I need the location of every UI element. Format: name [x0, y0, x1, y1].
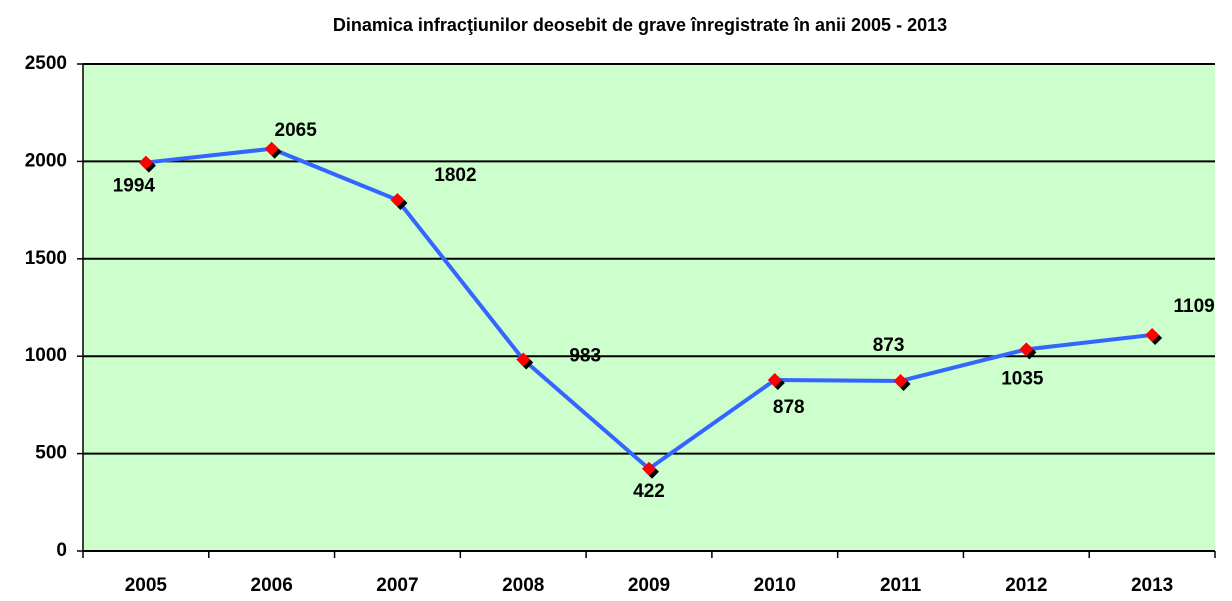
data-label: 983: [569, 346, 601, 367]
x-tick-label: 2005: [125, 575, 168, 596]
y-tick-label: 1500: [25, 248, 67, 269]
data-label: 1035: [1001, 368, 1044, 389]
x-tick-label: 2006: [251, 575, 293, 596]
x-tick-label: 2011: [880, 575, 922, 596]
data-label: 1802: [434, 165, 476, 186]
marker: [138, 155, 153, 170]
y-tick-label: 2500: [25, 53, 67, 74]
y-tick-label: 500: [35, 443, 67, 464]
data-label: 1994: [113, 176, 156, 197]
data-label: 1109: [1173, 296, 1214, 317]
x-tick-label: 2010: [754, 575, 796, 596]
x-tick-label: 2007: [376, 575, 418, 596]
chart-title: Dinamica infracţiunilor deosebit de grav…: [333, 15, 947, 35]
data-label: 422: [633, 481, 665, 502]
x-tick-label: 2008: [502, 575, 544, 596]
marker: [1145, 327, 1160, 342]
x-tick-label: 2009: [628, 575, 670, 596]
marker: [642, 461, 656, 476]
plot-area: [83, 64, 1215, 551]
data-label: 878: [773, 397, 805, 418]
y-tick-label: 1000: [25, 345, 67, 366]
marker: [767, 372, 782, 387]
x-tick-label: 2013: [1131, 575, 1173, 596]
x-tick-label: 2012: [1005, 575, 1047, 596]
marker: [390, 192, 405, 207]
marker: [516, 352, 531, 367]
y-tick-label: 2000: [25, 150, 67, 171]
data-label: 2065: [275, 120, 318, 141]
marker: [893, 373, 908, 388]
marker: [1019, 342, 1034, 357]
marker: [264, 141, 279, 156]
data-label: 873: [873, 335, 905, 356]
y-tick-label: 0: [56, 540, 67, 561]
